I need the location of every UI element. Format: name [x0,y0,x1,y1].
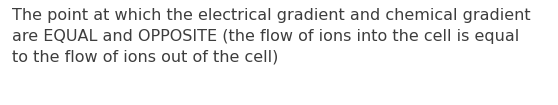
Text: The point at which the electrical gradient and chemical gradient
are EQUAL and O: The point at which the electrical gradie… [12,8,531,65]
